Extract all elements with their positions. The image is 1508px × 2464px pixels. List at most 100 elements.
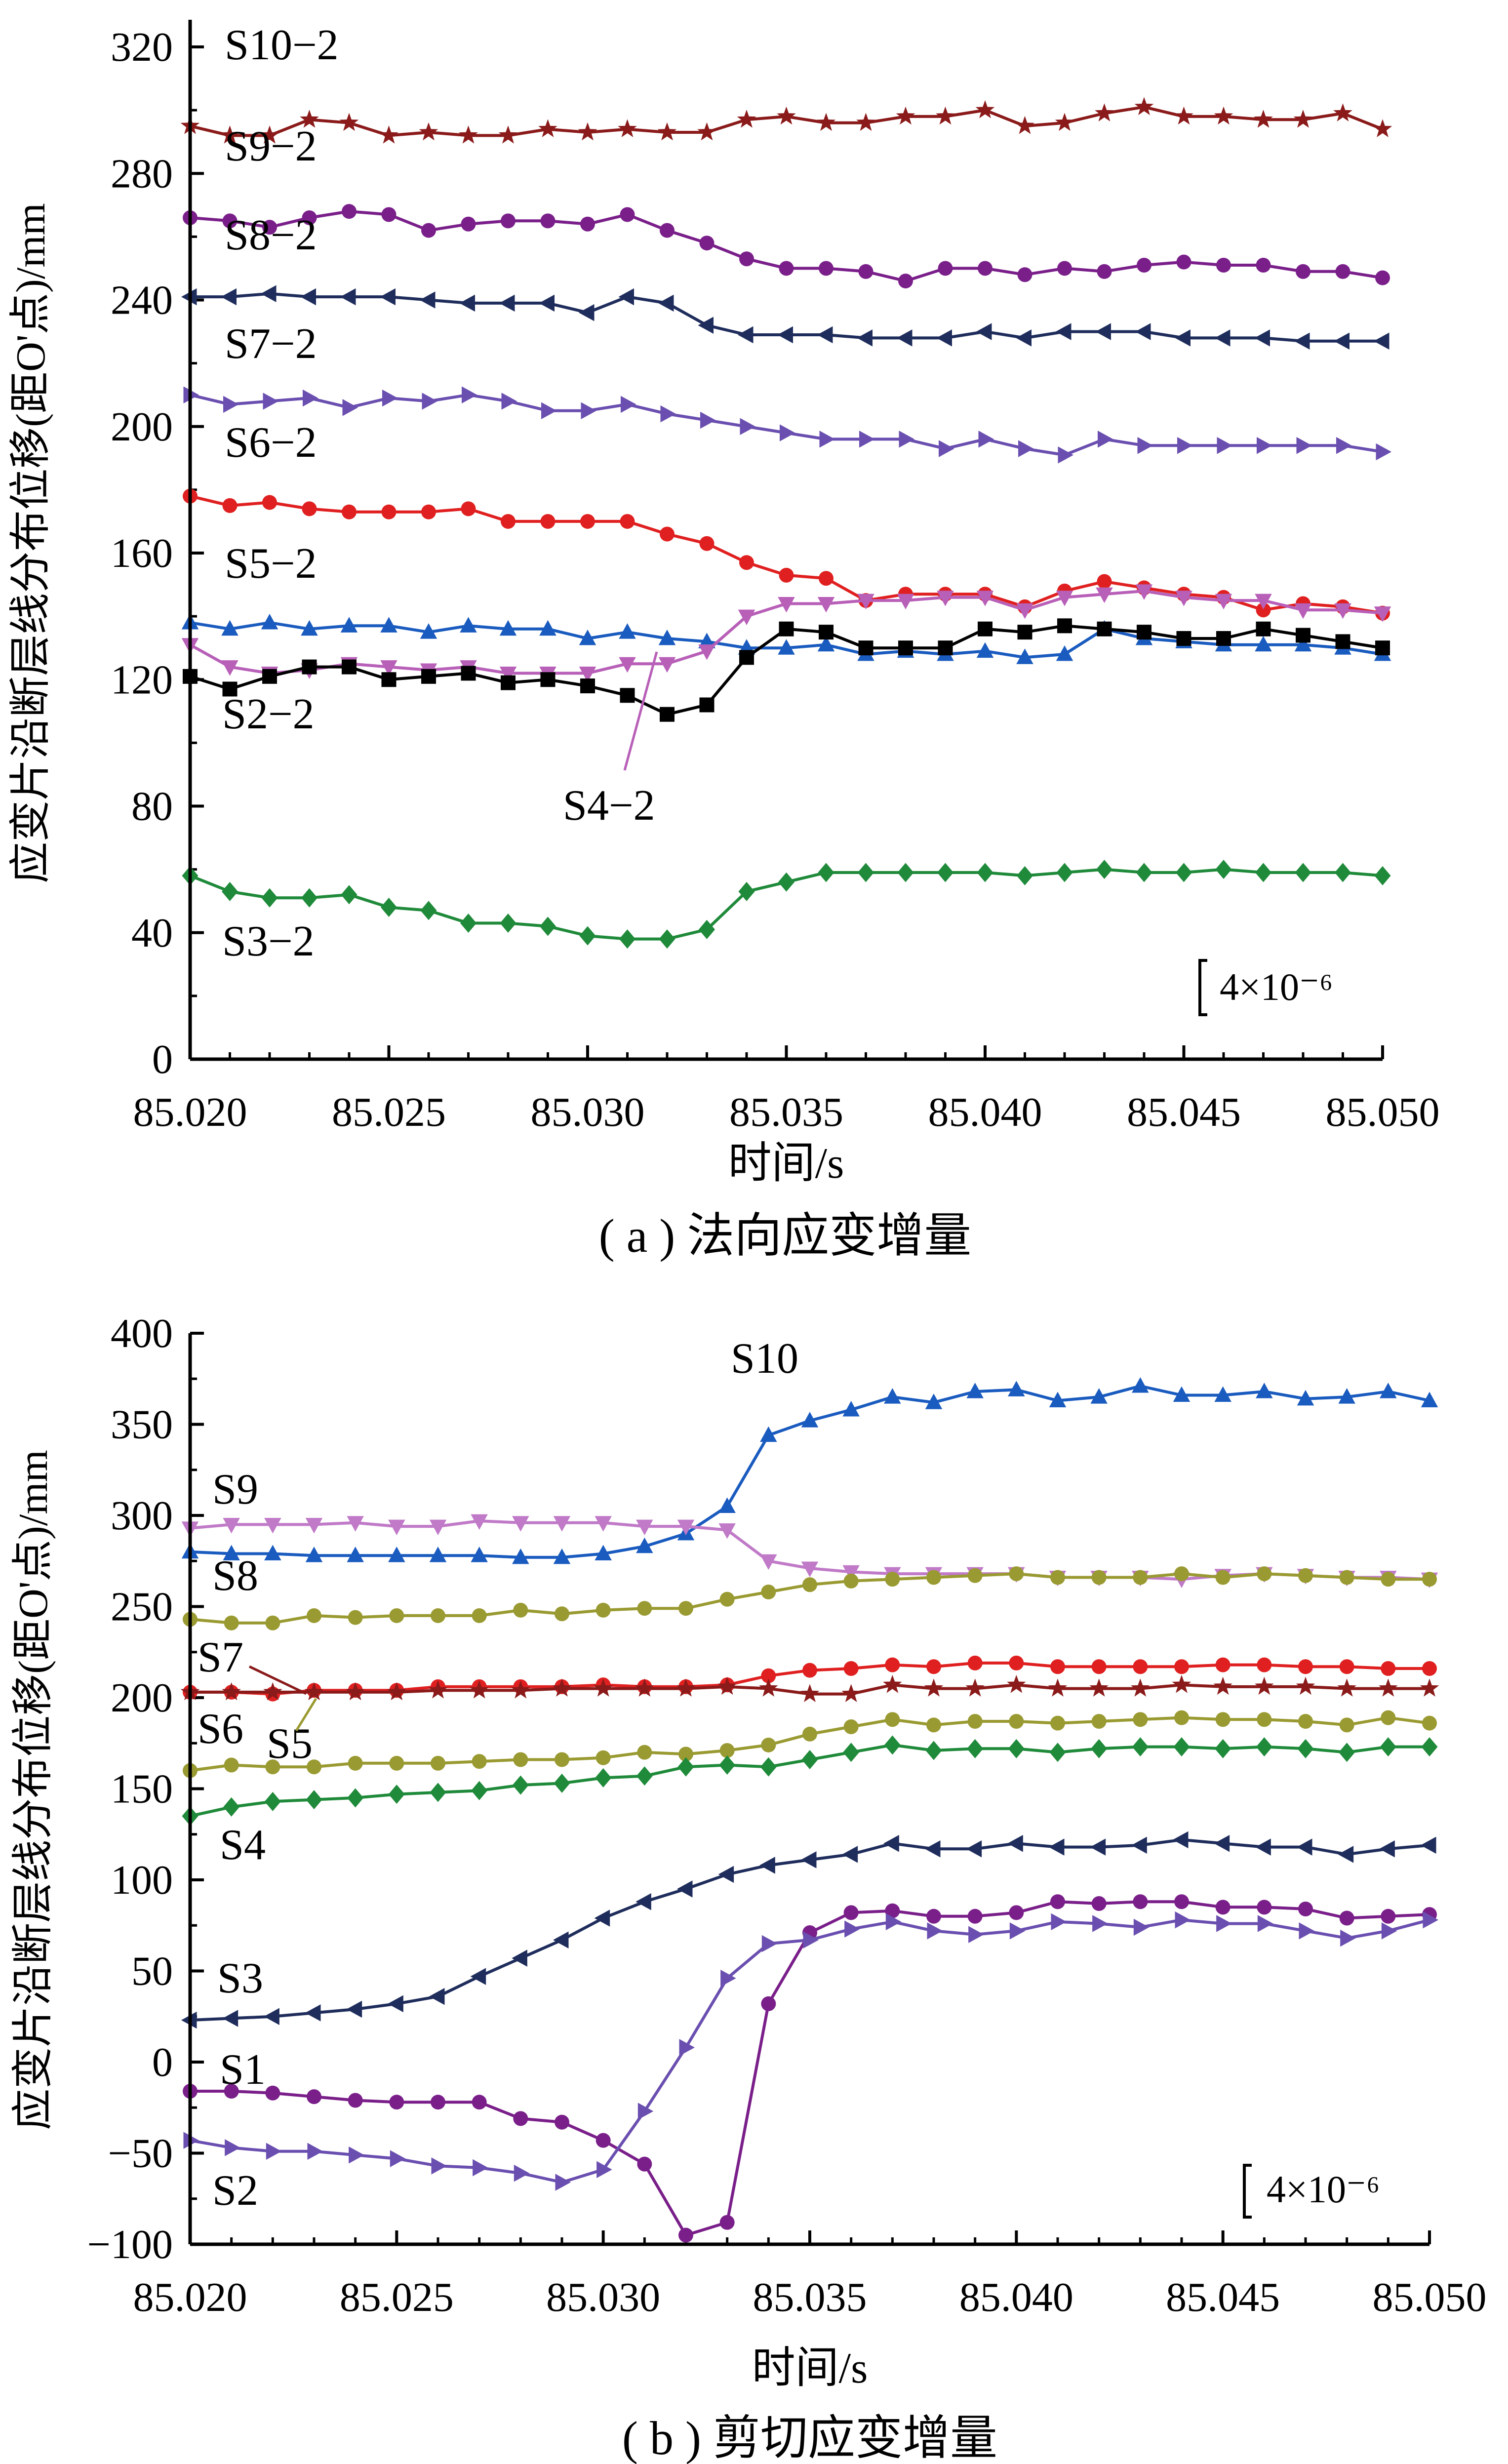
chart-a-point-S3−2 — [1255, 863, 1271, 882]
chart-b-point-S8 — [389, 1608, 404, 1623]
chart-b-point-S6 — [1213, 1676, 1232, 1695]
chart-b-point-S1 — [1339, 1910, 1354, 1926]
chart-b-point-S3 — [1338, 1846, 1354, 1863]
chart-b-point-S10 — [1049, 1391, 1067, 1408]
chart-b-point-S10 — [1173, 1386, 1191, 1402]
chart-a-point-S7−2 — [978, 431, 994, 448]
chart-a-point-S8−2 — [579, 304, 595, 321]
chart-b-point-S5 — [1381, 1710, 1396, 1725]
chart-a-point-S4−2 — [976, 591, 994, 606]
chart-a-point-S4−2 — [1135, 584, 1153, 600]
chart-b-point-S7 — [1133, 1659, 1148, 1674]
chart-a-point-S5−2 — [539, 620, 556, 636]
chart-b-point-S4 — [264, 1791, 281, 1811]
chart-a-point-S10−2 — [578, 122, 597, 141]
chart-a-point-S10−2 — [1333, 103, 1352, 121]
chart-a-point-S10−2 — [220, 125, 239, 144]
chart-a-point-S2−2 — [501, 675, 516, 690]
chart-b-point-S6 — [1337, 1678, 1356, 1697]
chart-b-point-S10 — [760, 1426, 777, 1442]
chart-a-point-S2−2 — [302, 659, 317, 675]
chart-b-point-S8 — [472, 1608, 487, 1623]
chart-b-point-S2 — [596, 2161, 612, 2178]
chart-b-point-S8 — [1133, 1570, 1148, 1585]
chart-a-point-S9−2 — [1296, 264, 1310, 279]
chart-b-point-S7 — [802, 1663, 817, 1678]
chart-b-point-S8 — [637, 1601, 652, 1616]
chart-b-series-label: S5 — [267, 1720, 313, 1768]
chart-b-point-S8 — [265, 1615, 280, 1630]
chart-b-grid-ticks: 85.020 85.025 85.030 85.035 85.040 85.045 85.0… — [87, 1311, 1487, 2320]
chart-a-point-S9−2 — [819, 261, 833, 276]
chart-a-point-S3−2 — [659, 929, 675, 949]
chart-a-point-S2−2 — [898, 640, 913, 656]
chart-a-point-S2−2 — [540, 672, 556, 687]
chart-b-point-S3 — [553, 1931, 569, 1949]
chart-a-point-S7−2 — [1296, 437, 1312, 454]
chart-a-point-S2−2 — [620, 688, 635, 703]
chart-b-point-S9 — [429, 1519, 447, 1536]
chart-b-point-S6 — [1379, 1678, 1398, 1697]
chart-a-point-S6−2 — [501, 514, 516, 529]
chart-a-point-S3−2 — [1136, 863, 1152, 882]
chart-a-point-S7−2 — [780, 424, 795, 441]
chart-a-point-S6−2 — [262, 495, 277, 510]
chart-b-point-S7 — [1339, 1659, 1354, 1674]
chart-a-point-S3−2 — [1176, 863, 1192, 882]
chart-a-point-S3−2 — [619, 929, 635, 949]
chart-a-point-S8−2 — [658, 294, 674, 312]
chart-b-point-S1 — [1174, 1894, 1189, 1909]
chart-b-point-S2 — [431, 2157, 447, 2175]
chart-b-point-S8 — [1339, 1570, 1354, 1585]
chart-a-point-S10−2 — [657, 122, 677, 141]
chart-a-x-tick-label: 85.020 — [133, 1089, 247, 1135]
chart-a-point-S10−2 — [459, 125, 478, 144]
chart-b-point-S3 — [512, 1949, 527, 1967]
chart-b-point-S4 — [595, 1768, 612, 1788]
chart-a-point-S3−2 — [1295, 863, 1311, 882]
chart-b-point-S4 — [1339, 1743, 1355, 1762]
chart-a-point-S10−2 — [936, 106, 955, 125]
chart-b-point-S2 — [844, 1920, 860, 1938]
chart-a-point-S4−2 — [380, 660, 397, 676]
chart-a-point-S5−2 — [420, 623, 437, 639]
chart-a-point-S7−2 — [1098, 431, 1113, 448]
chart-b-point-S6 — [1255, 1676, 1274, 1695]
chart-b-point-S8 — [1091, 1570, 1107, 1585]
chart-a-point-S9−2 — [739, 251, 754, 267]
chart-b-point-S1 — [1009, 1905, 1024, 1920]
chart-a-point-S10−2 — [339, 113, 359, 131]
chart-a-point-S3−2 — [341, 885, 357, 905]
chart-b-point-S1 — [472, 2095, 487, 2110]
chart-a-point-S9−2 — [699, 236, 714, 251]
chart-b-point-S5 — [1174, 1710, 1189, 1725]
chart-b-point-S2 — [266, 2143, 282, 2160]
chart-b-point-S2 — [1175, 1911, 1191, 1929]
chart-b-caption: ( b ) 剪切应变增量 — [622, 2412, 997, 2464]
chart-b-x-tick-label: 85.040 — [959, 2274, 1073, 2320]
chart-b-series — [180, 1377, 1439, 2243]
chart-a-point-S5−2 — [1294, 636, 1312, 652]
chart-a-point-S3−2 — [1096, 860, 1112, 879]
chart-b-point-S2 — [349, 2146, 364, 2164]
chart-b-point-S4 — [430, 1783, 446, 1802]
chart-b-point-S8 — [555, 1606, 569, 1622]
chart-a-point-S5−2 — [340, 617, 358, 633]
chart-a-point-S3−2 — [1335, 863, 1351, 882]
chart-a-point-S6−2 — [302, 501, 317, 517]
chart-b-point-S7 — [1009, 1655, 1024, 1670]
chart-b-point-S3 — [222, 2010, 238, 2027]
chart-a-point-S3−2 — [261, 888, 278, 908]
chart-a-point-S4−2 — [221, 660, 238, 676]
chart-a-point-S7−2 — [899, 431, 914, 448]
chart-b-point-S9 — [842, 1565, 860, 1581]
chart-b-point-S3 — [1421, 1836, 1436, 1854]
chart-b-point-S4 — [719, 1755, 736, 1775]
chart-b-point-S1 — [1257, 1900, 1272, 1915]
chart-a-point-S4−2 — [698, 644, 715, 660]
chart-b-point-S5 — [678, 1747, 693, 1762]
chart-b-point-S1 — [224, 2084, 239, 2099]
chart-b-label-leader — [295, 1698, 317, 1732]
chart-b-point-S10 — [966, 1383, 984, 1398]
chart-a-point-S3−2 — [420, 901, 437, 920]
